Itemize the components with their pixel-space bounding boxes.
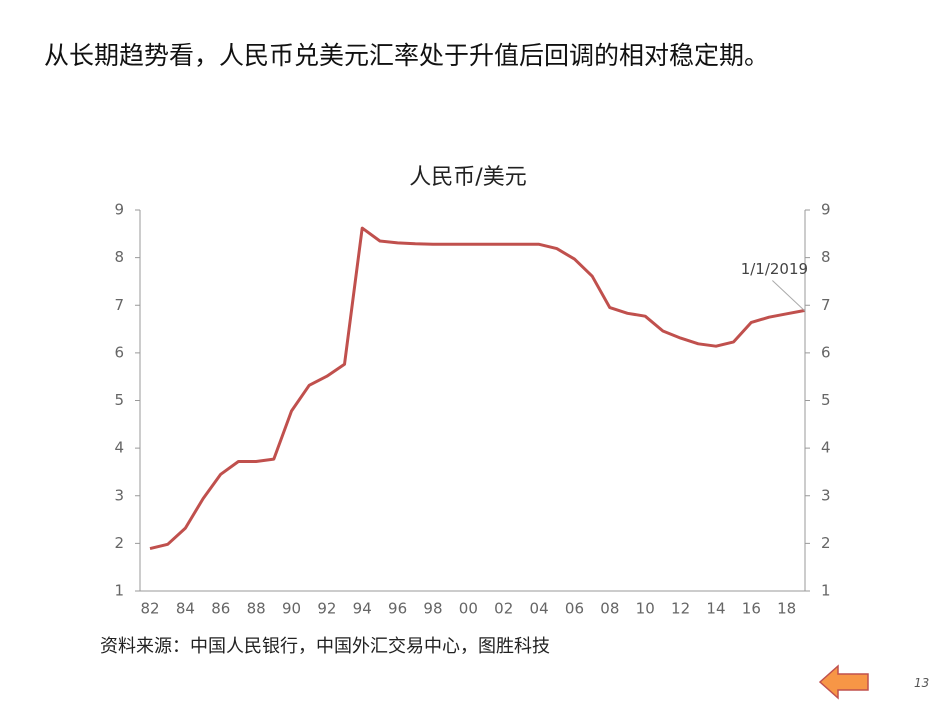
y-tick-label: 2 (114, 534, 124, 552)
y2-tick-label: 8 (821, 248, 831, 266)
slide-title: 从长期趋势看，人民币兑美元汇率处于升值后回调的相对稳定期。 (44, 41, 770, 70)
page-number: 13 (914, 676, 930, 690)
y-tick-label: 4 (114, 439, 124, 457)
annotation-leader (772, 280, 805, 311)
y2-tick-label: 1 (821, 582, 831, 600)
y-tick-label: 1 (114, 582, 124, 600)
x-tick-label: 82 (140, 600, 159, 618)
x-tick-label: 96 (388, 600, 407, 618)
x-tick-label: 14 (706, 600, 725, 618)
y2-tick-label: 6 (821, 343, 831, 361)
y-tick-label: 6 (114, 343, 124, 361)
y-tick-label: 5 (114, 391, 124, 409)
x-tick-label: 88 (247, 600, 266, 618)
y-tick-label: 8 (114, 248, 124, 266)
y2-tick-label: 7 (821, 296, 831, 314)
x-tick-label: 86 (211, 600, 230, 618)
y2-tick-label: 9 (821, 201, 831, 219)
x-tick-label: 04 (530, 600, 549, 618)
x-tick-label: 00 (459, 600, 478, 618)
x-tick-label: 06 (565, 600, 584, 618)
x-tick-label: 90 (282, 600, 301, 618)
back-button[interactable] (818, 664, 869, 700)
x-tick-label: 16 (742, 600, 761, 618)
y-tick-label: 7 (114, 296, 124, 314)
x-tick-label: 92 (317, 600, 336, 618)
chart-title: 人民币/美元 (409, 165, 526, 190)
annotation: 1/1/2019 (741, 260, 808, 278)
x-tick-label: 10 (636, 600, 655, 618)
x-tick-label: 08 (600, 600, 619, 618)
line-series (149, 226, 805, 551)
y2-tick-label: 4 (821, 439, 831, 457)
x-tick-label: 18 (777, 600, 796, 618)
x-tick-label: 12 (671, 600, 690, 618)
y-tick-label: 9 (114, 201, 124, 219)
y-tick-label: 3 (114, 486, 124, 504)
source-note: 资料来源：中国人民银行，中国外汇交易中心，图胜科技 (100, 636, 550, 657)
x-tick-label: 02 (494, 600, 513, 618)
y2-tick-label: 2 (821, 534, 831, 552)
y2-tick-label: 5 (821, 391, 831, 409)
x-tick-label: 84 (176, 600, 195, 618)
x-tick-label: 94 (353, 600, 372, 618)
back-arrow[interactable] (818, 664, 869, 700)
x-tick-label: 98 (423, 600, 442, 618)
y2-tick-label: 3 (821, 486, 831, 504)
